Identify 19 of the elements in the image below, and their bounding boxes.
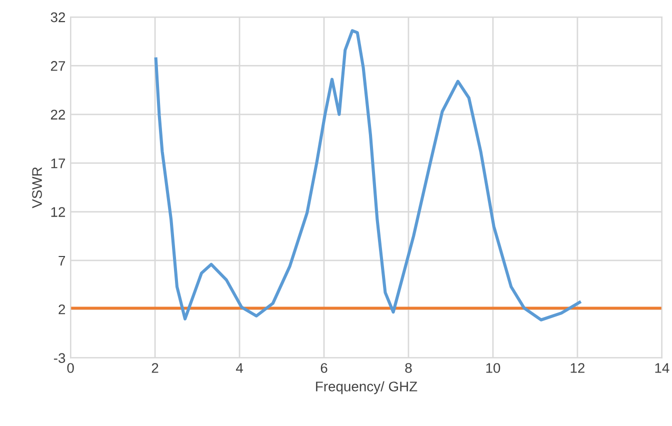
- y-axis-title: VSWR: [32, 167, 42, 208]
- x-tick-label: 10: [486, 363, 500, 373]
- y-tick-label: 7: [58, 256, 65, 266]
- x-tick-label: 6: [320, 363, 328, 373]
- x-axis-title: Frequency/ GHZ: [316, 381, 418, 394]
- x-tick-label: 2: [152, 363, 158, 373]
- y-tick-label: 27: [50, 61, 66, 71]
- y-tick-label: 17: [51, 158, 66, 168]
- line-series: [154, 29, 582, 322]
- y-tick-label: 22: [50, 110, 66, 120]
- x-tick-label: 8: [405, 363, 412, 373]
- y-tick-label: 2: [58, 304, 65, 314]
- x-tick-label: 0: [67, 363, 74, 373]
- x-tick-label: 4: [236, 363, 243, 373]
- x-tick-label: 12: [570, 363, 584, 373]
- y-tick-label: 32: [50, 12, 66, 22]
- y-tick-label: 12: [51, 207, 66, 217]
- x-tick-label: 14: [655, 363, 670, 373]
- y-tick-label: -3: [54, 353, 66, 364]
